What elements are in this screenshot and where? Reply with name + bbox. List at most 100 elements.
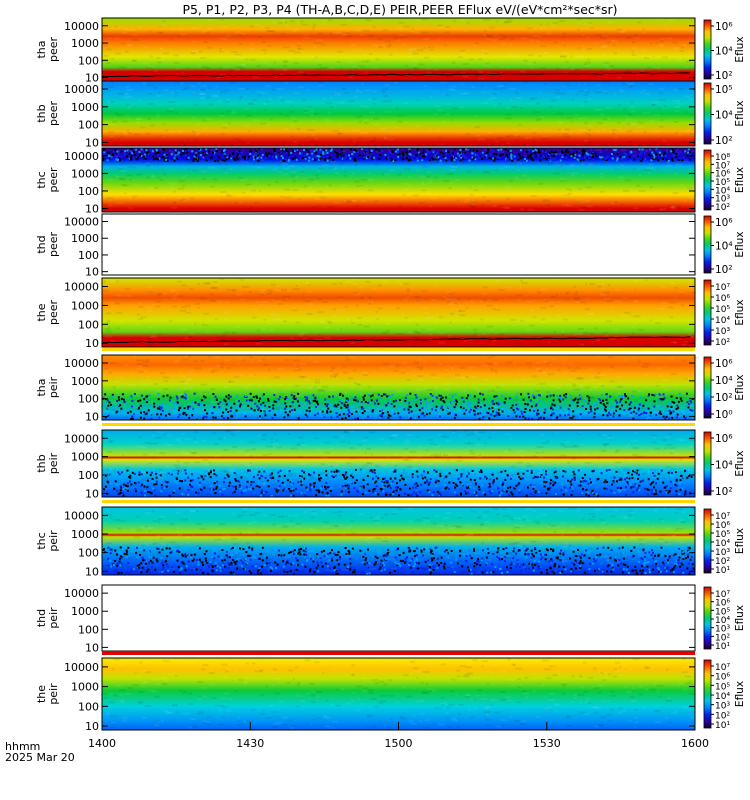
y-tick-label: 10000 (64, 150, 99, 163)
spectrogram-texture (102, 430, 695, 497)
colorbar-tick-label: 10² (715, 633, 730, 643)
y-tick-label: 10 (85, 136, 99, 149)
top-data-strip (102, 500, 695, 503)
spectrogram-texture (102, 507, 697, 575)
spacecraft-potential-line (101, 72, 691, 78)
colorbar-tick-label: 10⁷ (715, 283, 730, 293)
colorbar-tick-label: 10⁶ (715, 673, 730, 683)
colorbar-tick-label: 10³ (715, 548, 730, 558)
y-tick-label: 100 (78, 318, 99, 331)
colorbar-tick-label: 10⁴ (715, 110, 733, 122)
spectrogram-image (102, 430, 695, 497)
y-tick-label: 100 (78, 623, 99, 636)
colorbar-label: Eflux (734, 299, 746, 325)
time-tick-label: 1600 (681, 737, 709, 750)
time-tick-label: 1400 (88, 737, 116, 750)
y-tick-label: 10000 (64, 281, 99, 294)
spectrogram-image (102, 81, 695, 146)
y-tick-label: 1000 (71, 167, 99, 180)
time-tick-label: 1430 (236, 737, 264, 750)
colorbar-label: Eflux (734, 36, 746, 62)
spectrogram-texture (103, 658, 696, 729)
y-tick-label: 10 (85, 72, 99, 85)
figure-title: P5, P1, P2, P3, P4 (TH-A,B,C,D,E) PEIR,P… (182, 2, 617, 17)
y-tick-label: 1000 (71, 605, 99, 618)
panels-group: 10100100010000thapeer10²10⁴10⁶Eflux10100… (35, 17, 746, 733)
colorbar-tick-label: 10⁷ (715, 590, 730, 600)
panel-frame (101, 277, 696, 348)
colorbar-tick-label: 10⁴ (715, 616, 730, 626)
time-tick-label: 1530 (533, 737, 561, 750)
colorbar-tick-label: 10² (715, 203, 730, 213)
y-tick-label: 100 (78, 185, 99, 198)
colorbar-tick-label: 10² (715, 264, 733, 276)
y-tick-label: 10 (85, 565, 99, 578)
colorbar-tick-label: 10⁶ (715, 21, 733, 33)
colorbar-tick-label: 10⁵ (715, 682, 730, 692)
spectrogram-texture (102, 355, 699, 420)
y-tick-label: 1000 (71, 37, 99, 50)
colorbar-tick-label: 10² (715, 711, 730, 721)
spectrogram-image (102, 278, 695, 347)
y-axis-label: thcpeir (35, 530, 60, 552)
colorbar-tick-label: 10³ (715, 327, 730, 337)
y-tick-label: 1000 (71, 451, 99, 464)
colorbar (703, 586, 712, 650)
y-tick-label: 10000 (64, 587, 99, 600)
panel-frame (101, 429, 696, 498)
top-data-strip (102, 651, 695, 655)
colorbar (703, 149, 712, 211)
colorbar-tick-label: 10² (715, 338, 730, 348)
colorbar-tick-label: 10⁶ (715, 217, 733, 229)
y-axis-label: thepeer (35, 300, 60, 326)
colorbar-label: Eflux (734, 605, 746, 631)
y-tick-label: 1000 (71, 681, 99, 694)
colorbar (703, 19, 712, 80)
colorbar-tick-label: 10¹ (715, 642, 730, 652)
panel-frame (101, 354, 696, 421)
colorbar-label: Eflux (734, 681, 746, 707)
colorbar-tick-label: 10⁷ (715, 512, 730, 522)
y-tick-label: 1000 (71, 101, 99, 114)
y-tick-label: 100 (78, 700, 99, 713)
top-data-strip (102, 348, 695, 351)
panel-the-peir: 10 100 1000 10000 thepeir 10¹10²10³10⁴10⁵10⁶1… (35, 651, 746, 733)
colorbar (703, 508, 712, 574)
colorbar-tick-label: 10⁴ (715, 46, 733, 58)
spacecraft-potential-line (101, 336, 691, 344)
colorbar-label: Eflux (734, 528, 746, 554)
colorbar-tick-label: 10⁴ (715, 186, 730, 196)
y-tick-label: 100 (78, 393, 99, 406)
y-tick-label: 10 (85, 720, 99, 733)
y-axis-label: thapeir (35, 376, 60, 398)
y-tick-label: 100 (78, 469, 99, 482)
colorbar-tick-label: 10⁴ (715, 460, 733, 472)
y-tick-label: 1000 (71, 232, 99, 245)
colorbar-tick-label: 10⁶ (715, 294, 730, 304)
y-tick-label: 10000 (64, 661, 99, 674)
y-axis-label: thcpeer (35, 167, 60, 193)
y-axis-label: thdpeir (35, 607, 60, 629)
colorbar-tick-label: 10⁵ (715, 530, 730, 540)
colorbar-tick-label: 10⁶ (715, 521, 730, 531)
panel-frame (101, 147, 696, 213)
colorbar-tick-label: 10⁰ (715, 409, 733, 421)
colorbar-tick-label: 10⁶ (715, 599, 730, 609)
colorbar-tick-label: 10⁵ (715, 84, 733, 96)
colorbar-label: Eflux (734, 450, 746, 476)
y-tick-label: 10000 (64, 83, 99, 96)
y-tick-label: 10000 (64, 509, 99, 522)
y-tick-label: 10 (85, 202, 99, 215)
colorbar-tick-label: 10⁶ (715, 358, 733, 370)
colorbar-tick-label: 10⁶ (715, 433, 733, 445)
colorbar-tick-label: 10² (715, 557, 730, 567)
time-tick-label: 1500 (385, 737, 413, 750)
time-axis: 1400 1430 1500 1530 1600 (88, 722, 709, 750)
y-axis-label: thdpeer (35, 232, 60, 258)
colorbar-tick-label: 10³ (715, 625, 730, 635)
colorbar (703, 431, 712, 496)
